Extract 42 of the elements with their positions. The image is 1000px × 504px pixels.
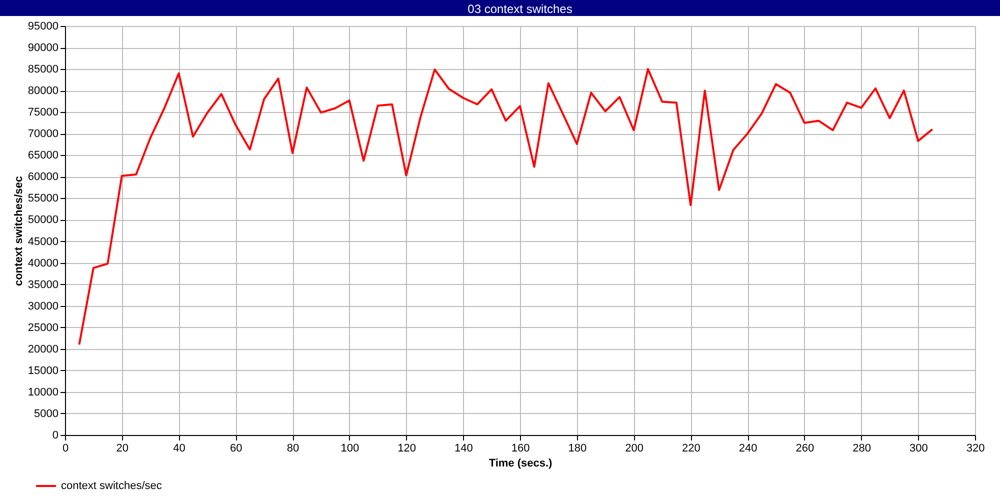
y-tick-label: 80000 [28, 85, 58, 98]
y-tick-label: 40000 [28, 257, 58, 270]
y-tick-label: 65000 [28, 150, 58, 162]
x-tick-label: 260 [796, 442, 814, 454]
x-tick-label: 60 [230, 442, 242, 454]
y-tick-label: 10000 [28, 386, 58, 398]
x-tick-label: 40 [173, 442, 186, 454]
y-tick-label: 95000 [28, 20, 58, 32]
x-tick-label: 140 [454, 442, 473, 454]
y-tick-label: 75000 [28, 106, 58, 119]
x-tick-label: 100 [340, 442, 360, 454]
x-tick-label: 160 [511, 442, 530, 454]
y-tick-label: 60000 [28, 171, 58, 184]
y-tick-label: 85000 [28, 64, 58, 76]
y-axis-title: context switches/sec [12, 176, 25, 286]
x-tick-label: 220 [682, 442, 700, 454]
line-series [78, 68, 934, 346]
legend-label: context switches/sec [61, 480, 162, 492]
x-tick-label: 80 [286, 442, 300, 454]
x-axis-title: Time (secs.) [488, 458, 553, 470]
chart-title: 03 context switches [468, 2, 572, 16]
y-tick-label: 0 [52, 430, 58, 442]
x-tick-label: 20 [116, 442, 128, 454]
x-tick-label: 0 [62, 442, 69, 454]
y-tick-label: 50000 [28, 214, 58, 226]
x-tick-label: 320 [966, 442, 985, 454]
x-tick-label: 180 [568, 442, 587, 454]
y-tick-label: 5000 [34, 408, 58, 420]
y-tick-label: 35000 [28, 278, 58, 291]
y-tick-label: 25000 [28, 322, 58, 334]
x-tick-label: 200 [625, 442, 644, 454]
x-tick-label: 120 [398, 442, 416, 454]
y-tick-label: 70000 [28, 128, 58, 140]
x-tick-label: 280 [852, 442, 871, 454]
y-tick-label: 45000 [28, 236, 58, 248]
y-tick-label: 15000 [28, 364, 58, 377]
y-tick-label: 90000 [28, 42, 58, 54]
y-tick-label: 20000 [28, 343, 58, 356]
x-tick-label: 300 [909, 442, 928, 454]
x-tick-label: 240 [738, 442, 758, 454]
y-tick-label: 55000 [28, 192, 58, 205]
y-tick-label: 30000 [28, 300, 58, 312]
